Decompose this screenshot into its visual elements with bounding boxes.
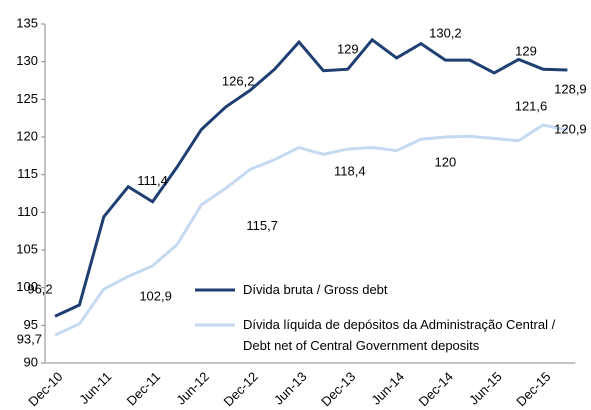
data-label: 102,9 — [139, 288, 172, 303]
data-label: 118,4 — [334, 163, 366, 178]
data-label: 130,2 — [429, 26, 462, 41]
data-label: 120,9 — [554, 122, 587, 137]
data-label: 121,6 — [515, 98, 548, 113]
x-tick-label: Jun-11 — [76, 369, 114, 407]
series-line — [54, 37, 568, 318]
data-label: 129 — [337, 42, 359, 57]
y-tick-label: 130 — [16, 53, 38, 68]
data-label: 93,7 — [17, 332, 42, 347]
x-tick-label: Dec-15 — [513, 369, 553, 409]
data-label: 120 — [435, 154, 457, 169]
data-label: 96,2 — [27, 282, 52, 297]
x-tick-label: Dec-10 — [25, 369, 65, 409]
legend-label: Dívida bruta / Gross debt — [243, 282, 388, 297]
x-tick-label: Jun-12 — [173, 369, 212, 408]
data-label: 126,2 — [222, 74, 255, 89]
y-tick-label: 110 — [17, 204, 38, 219]
data-label: 115,7 — [246, 218, 278, 233]
data-label: 129 — [515, 44, 537, 59]
x-tick-label: Dec-14 — [416, 369, 456, 409]
y-tick-label: 90 — [24, 354, 38, 369]
y-tick-label: 135 — [16, 15, 38, 30]
x-tick-label: Dec-13 — [318, 369, 358, 409]
legend-label: Dívida líquida de depósitos da Administr… — [243, 317, 556, 353]
y-tick-label: 125 — [16, 91, 38, 106]
y-tick-label: 120 — [16, 128, 38, 143]
x-tick-label: Jun-14 — [368, 369, 407, 408]
x-tick-label: Jun-13 — [271, 369, 310, 408]
y-tick-label: 105 — [16, 241, 38, 256]
x-tick-label: Dec-12 — [221, 369, 261, 409]
y-tick-label: 115 — [17, 166, 38, 181]
series-line — [54, 123, 568, 337]
y-tick-label: 100 — [16, 279, 38, 294]
data-label: 128,9 — [554, 81, 587, 96]
x-tick-label: Jun-15 — [466, 369, 505, 408]
y-tick-label: 95 — [24, 317, 38, 332]
x-tick-label: Dec-11 — [124, 369, 164, 409]
data-label: 111,4 — [137, 173, 168, 188]
